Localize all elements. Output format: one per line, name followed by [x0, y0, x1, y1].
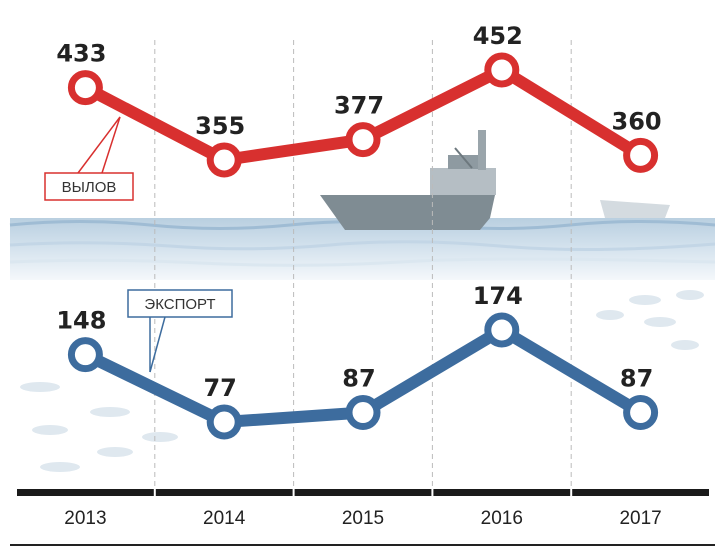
value-label: 87 [620, 365, 653, 393]
legend-pointer [78, 117, 120, 173]
value-label: 148 [56, 307, 106, 335]
x-tick-label: 2014 [203, 508, 246, 529]
point [71, 341, 99, 369]
chart: 2013 2014 2015 2016 2017 433 355 377 452 360 ВЫЛОВ… [0, 0, 715, 549]
point [488, 56, 516, 84]
axis-bar [17, 489, 154, 496]
value-label: 87 [342, 365, 375, 393]
value-label: 355 [195, 112, 245, 140]
x-tick-label: 2015 [342, 508, 384, 529]
point [210, 146, 238, 174]
point [627, 399, 655, 427]
legend-label: ВЫЛОВ [62, 179, 117, 196]
value-label: 433 [56, 40, 106, 68]
point [349, 126, 377, 154]
value-label: 77 [203, 374, 236, 402]
axis-bar [572, 489, 709, 496]
x-tick-label: 2017 [619, 508, 661, 529]
axis-bar [156, 489, 293, 496]
point [627, 141, 655, 169]
axis-bar [295, 489, 432, 496]
x-tick-label: 2016 [481, 508, 523, 529]
point [349, 399, 377, 427]
point [488, 316, 516, 344]
legend-label: ЭКСПОРТ [144, 296, 215, 313]
point [71, 74, 99, 102]
legend-pointer [102, 117, 120, 173]
legend-pointer [150, 317, 165, 372]
axis-bar [433, 489, 570, 496]
point [210, 408, 238, 436]
value-label: 377 [334, 92, 384, 120]
value-label: 452 [473, 22, 523, 50]
value-label: 174 [473, 282, 523, 310]
x-tick-label: 2013 [64, 508, 106, 529]
value-label: 360 [612, 107, 662, 135]
